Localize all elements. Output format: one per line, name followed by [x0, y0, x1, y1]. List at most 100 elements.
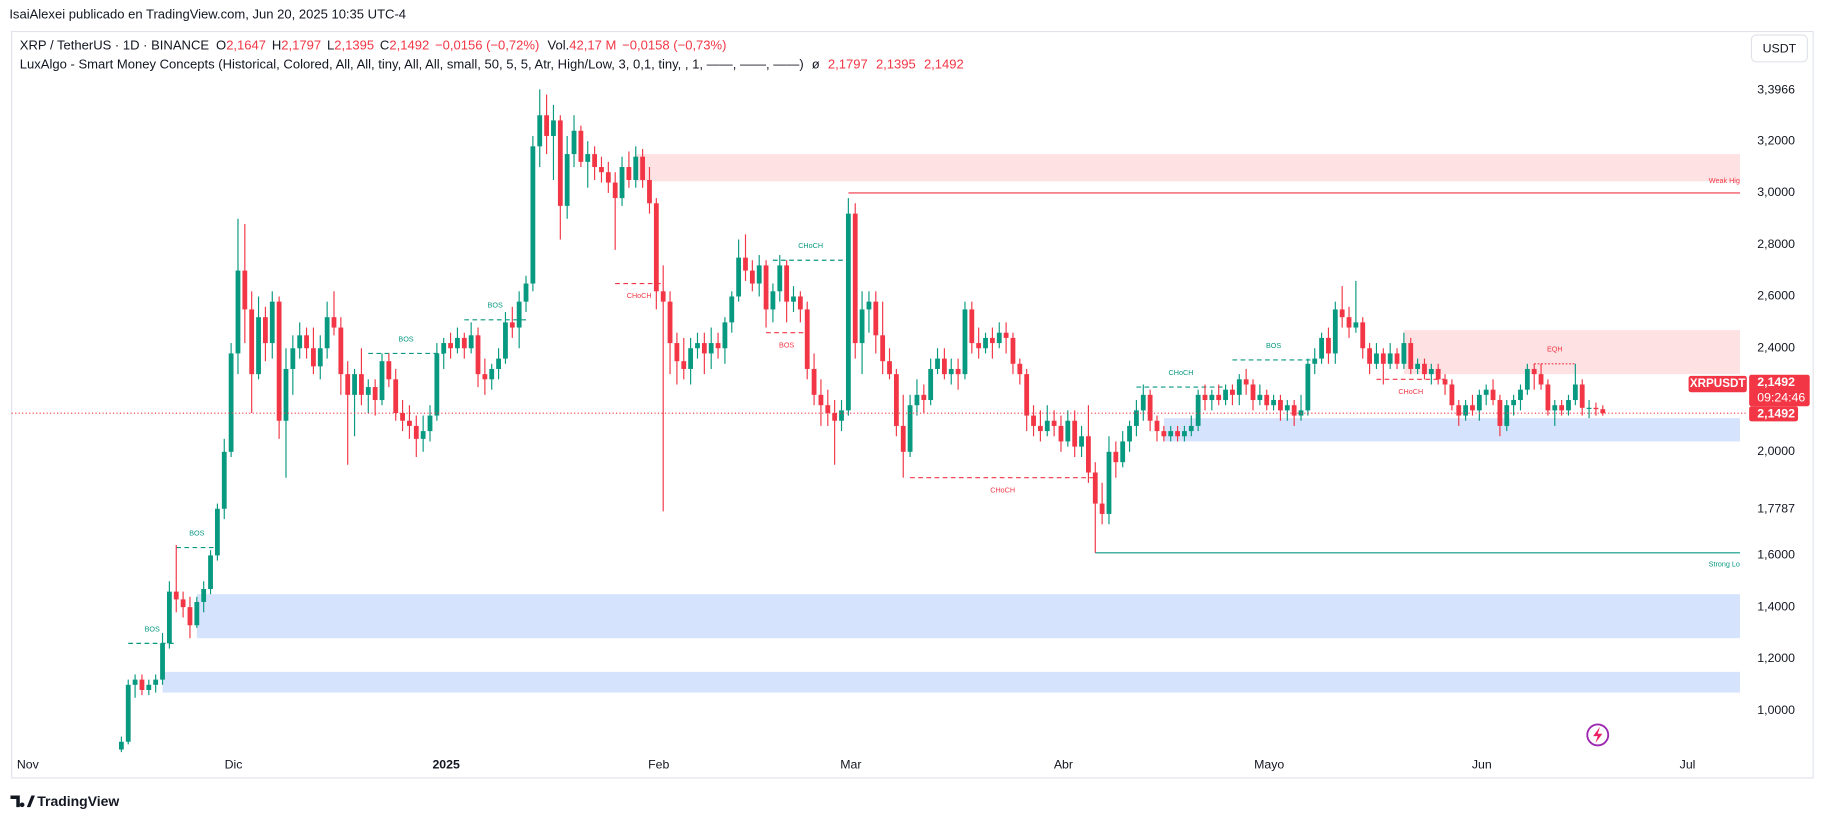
candle-body [743, 257, 748, 271]
y-tick-label: 2,6000 [1757, 289, 1795, 303]
candle-body [523, 283, 529, 302]
alert-icon[interactable] [1586, 723, 1610, 747]
currency-button[interactable] [1750, 34, 1808, 63]
indicator-value: 2,1492 [924, 57, 964, 72]
candle-body [1086, 436, 1091, 473]
candle-body [633, 156, 639, 180]
currency-button-label[interactable]: USDT [1763, 41, 1797, 55]
structure-label: EQH [1547, 345, 1563, 354]
candle-body [1367, 348, 1373, 364]
candle-body [804, 309, 810, 369]
candle-body [1284, 405, 1290, 411]
candle-body [1524, 368, 1530, 390]
candle-body [400, 412, 405, 421]
zone [162, 671, 1740, 693]
candle-body [1332, 309, 1338, 354]
y-tick-label: 2,0000 [1757, 444, 1795, 458]
zone [635, 154, 1740, 182]
candle-body [455, 337, 460, 349]
candle-body [338, 327, 344, 375]
candle-body [1120, 441, 1126, 463]
candle-body [1504, 405, 1510, 426]
footer-brand[interactable]: TradingView [37, 793, 119, 809]
candle-body [1559, 405, 1565, 411]
candle-body [503, 322, 508, 359]
symbol: XRP / TetherUS · 1D · BINANCE [20, 38, 210, 53]
structure-label: BOS [145, 624, 160, 633]
footer-logo[interactable]: TradingView [10, 793, 119, 809]
candle-body [1346, 317, 1352, 328]
indicator-value: 2,1395 [876, 57, 916, 72]
logo-mark[interactable] [10, 795, 35, 808]
candle-body [173, 591, 179, 600]
candle-body [592, 154, 598, 168]
candle-body [1024, 374, 1030, 416]
candle-body [242, 270, 248, 310]
candle-body [125, 684, 131, 742]
candle-body [571, 130, 577, 155]
x-tick-label: 2025 [432, 757, 460, 771]
candle-body [1065, 420, 1071, 442]
candle-body [1374, 353, 1379, 364]
candle-body [578, 130, 584, 162]
y-tick-label: 1,2000 [1757, 651, 1795, 665]
candle-body [311, 348, 316, 367]
candle-body [941, 358, 947, 375]
candle-body [1476, 394, 1482, 411]
structure-label: CHoCH [1169, 368, 1194, 377]
candle-body [1168, 431, 1174, 437]
candle-body [983, 337, 988, 349]
candle-body [928, 368, 934, 401]
structure-label: Weak Hig [1709, 176, 1740, 185]
y-tick-label: 1,0000 [1757, 703, 1795, 717]
legend-change: −0,0156 (−0,72%) [435, 38, 539, 53]
alert-icon-bolt[interactable] [1593, 726, 1603, 744]
candle-body [845, 213, 851, 411]
candle-body [1092, 472, 1098, 504]
candle-body [1113, 451, 1119, 463]
volume-value: 42,17 M [569, 38, 616, 53]
candle-body [1470, 405, 1475, 411]
candle-body [1353, 322, 1359, 328]
candle-body [1037, 425, 1043, 432]
candle-body [1428, 368, 1434, 375]
candle-body [1552, 405, 1558, 411]
candle-body [948, 368, 954, 375]
y-tick-label: 2,8000 [1757, 237, 1795, 251]
candle-body [859, 309, 865, 344]
candle-body [1305, 363, 1311, 411]
candle-body [887, 361, 892, 375]
candle-body [1044, 420, 1050, 432]
candle-body [585, 154, 591, 162]
candle-body [187, 607, 193, 626]
candle-body [208, 555, 213, 590]
candle-body [221, 451, 227, 509]
candle-body [1230, 389, 1235, 395]
candle-body [708, 343, 714, 354]
candle-body [1209, 394, 1215, 401]
candle-body [379, 361, 385, 401]
structure-label: BOS [398, 334, 413, 343]
candle-body [468, 335, 474, 349]
candle-body [1182, 431, 1187, 437]
structure-label: CHoCH [798, 241, 823, 250]
candle-body [626, 167, 632, 180]
chart-frame [11, 30, 1814, 779]
volume-change: −0,0158 (−0,73%) [622, 38, 726, 53]
candle-body [1339, 309, 1345, 318]
x-tick-label: Nov [17, 757, 40, 771]
structure-label: BOS [1266, 341, 1281, 350]
alert-icon-ring[interactable] [1586, 723, 1610, 747]
candle-body [1312, 358, 1318, 364]
candle-body [791, 296, 796, 302]
candle-body [132, 679, 138, 685]
candle-body [118, 741, 124, 750]
candle-body [640, 156, 646, 180]
candle-body [551, 120, 556, 136]
candle-body [722, 322, 728, 349]
candle-body [873, 301, 879, 336]
candle-body [1586, 407, 1592, 409]
x-tick-label: Jun [1472, 757, 1492, 771]
candle-body [557, 120, 563, 206]
